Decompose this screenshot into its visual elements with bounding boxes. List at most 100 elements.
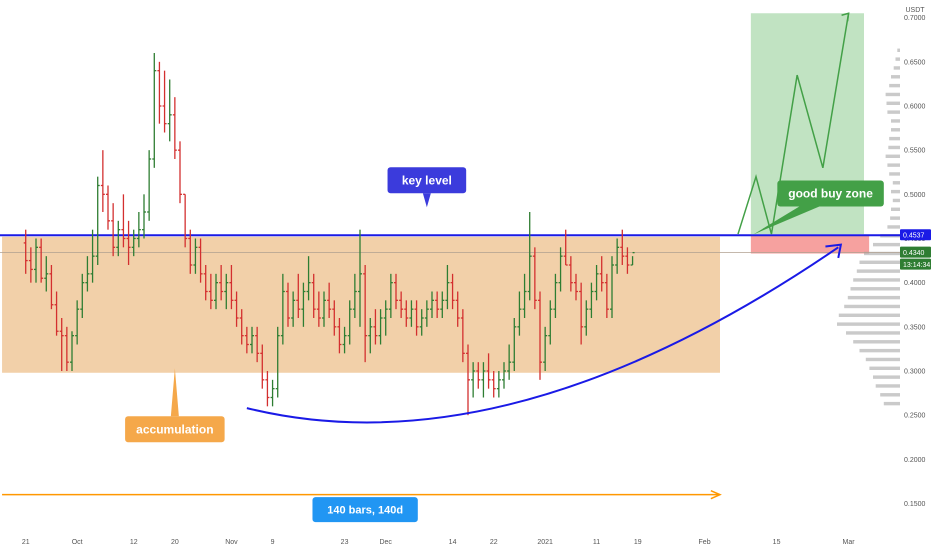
ohlc-bar	[121, 194, 126, 248]
ohlc-bar	[136, 212, 141, 248]
ohlc-bar	[481, 362, 486, 398]
volume-profile-bar	[891, 128, 900, 132]
x-tick-label: 20	[171, 539, 179, 546]
key-level-label: key level	[387, 167, 467, 208]
y-tick-label: 0.3500	[904, 324, 926, 331]
ohlc-bar	[558, 247, 563, 292]
accumulation-zone	[2, 236, 721, 373]
ohlc-bar	[28, 247, 33, 283]
ohlc-bar	[100, 150, 105, 212]
ohlc-bar	[95, 176, 100, 265]
ohlc-bar	[224, 273, 229, 310]
volume-profile-bar	[873, 242, 900, 247]
ohlc-bar	[435, 291, 440, 318]
ohlc-bar	[579, 282, 584, 345]
ohlc-bar	[491, 371, 496, 398]
curve-arrowhead	[825, 243, 843, 259]
x-tick-label: 23	[341, 539, 349, 546]
volume-profile-bar	[837, 322, 900, 326]
key-level-label-text: key level	[402, 173, 452, 187]
x-tick-label: Oct	[72, 539, 83, 546]
ohlc-bar	[183, 193, 188, 248]
ohlc-bar	[147, 150, 152, 221]
bars-range-label: 140 bars, 140d	[312, 497, 418, 523]
ohlc-bar	[301, 282, 306, 327]
ohlc-bar	[275, 326, 280, 398]
time-axis-bg	[0, 530, 932, 550]
volume-profile-bar	[890, 216, 900, 220]
ohlc-bar	[378, 309, 383, 345]
ohlc-bar	[178, 141, 182, 204]
volume-profile-bar	[885, 92, 900, 97]
ohlc-bar	[39, 238, 44, 283]
ohlc-bar	[214, 273, 218, 310]
ohlc-bar	[85, 256, 90, 292]
ohlc-bar	[394, 273, 398, 310]
x-tick-label: 14	[449, 539, 457, 546]
y-tick-label: 0.6500	[904, 59, 926, 66]
ohlc-bar	[625, 247, 630, 274]
volume-profile-bar	[889, 172, 900, 176]
ohlc-bar	[604, 273, 609, 318]
ohlc-bar	[455, 291, 460, 327]
x-tick-label: 15	[773, 539, 781, 546]
ohlc-bar	[563, 229, 568, 266]
ohlc-bar	[507, 344, 512, 380]
bars-range-label-box	[312, 497, 418, 523]
ohlc-bar	[630, 251, 635, 266]
ohlc-bar	[131, 229, 136, 257]
current-price-tag: 0.4340	[900, 246, 931, 258]
y-tick-label: 0.5500	[904, 148, 926, 155]
ohlc-bar	[311, 273, 316, 318]
volume-profile-bar	[873, 375, 900, 379]
ohlc-bar	[111, 203, 116, 257]
ohlc-bar	[234, 291, 239, 327]
countdown-tag-text: 13:14:34	[903, 262, 930, 269]
y-tick-label: 0.2000	[904, 457, 926, 464]
ohlc-bar	[49, 265, 54, 310]
ohlc-bar	[538, 291, 542, 380]
y-tick-label: 0.4000	[904, 280, 926, 287]
ohlc-bar	[517, 291, 522, 336]
ohlc-bar	[188, 229, 193, 274]
ohlc-bar	[574, 273, 578, 301]
ohlc-bar	[327, 282, 332, 318]
ohlc-bar	[589, 282, 594, 318]
volume-profile-bar	[887, 110, 900, 114]
ohlc-bar	[568, 256, 573, 292]
ohlc-bar	[239, 309, 244, 345]
ohlc-bar	[90, 229, 95, 283]
ohlc-bar	[265, 371, 270, 407]
x-tick-label: 12	[130, 539, 138, 546]
ohlc-bar	[368, 318, 373, 354]
good-buy-zone-label-box	[777, 180, 884, 207]
ohlc-bar	[358, 229, 362, 327]
ohlc-bar	[388, 273, 393, 318]
ohlc-bar	[522, 273, 527, 318]
ohlc-bar	[424, 300, 429, 327]
volume-profile-bar	[883, 401, 900, 406]
volume-profile-bar	[846, 331, 900, 335]
ohlc-bar	[404, 300, 409, 327]
volume-profile-bar	[838, 313, 900, 317]
countdown-tag: 13:14:34	[900, 258, 931, 270]
projection-path	[737, 13, 850, 235]
volume-profile-bar	[889, 83, 900, 88]
volume-profile-bar	[888, 145, 900, 150]
y-tick-label: 0.5000	[904, 192, 926, 199]
x-tick-label: Feb	[699, 539, 711, 546]
x-tick-label: 9	[271, 539, 275, 546]
volume-profile-bar	[886, 101, 900, 105]
ohlc-bar	[527, 212, 532, 301]
volume-profile-bar	[897, 48, 900, 52]
volume-profile-bar	[844, 304, 900, 309]
ohlc-bar	[543, 326, 548, 371]
y-tick-label: 0.1500	[904, 501, 926, 508]
y-tick-label: 0.2500	[904, 413, 926, 420]
volume-profile-bar	[856, 269, 900, 273]
ohlc-bar	[332, 300, 337, 336]
ohlc-bar	[347, 300, 352, 345]
volume-profile-bar	[864, 251, 900, 256]
volume-profile-bar	[891, 119, 900, 123]
